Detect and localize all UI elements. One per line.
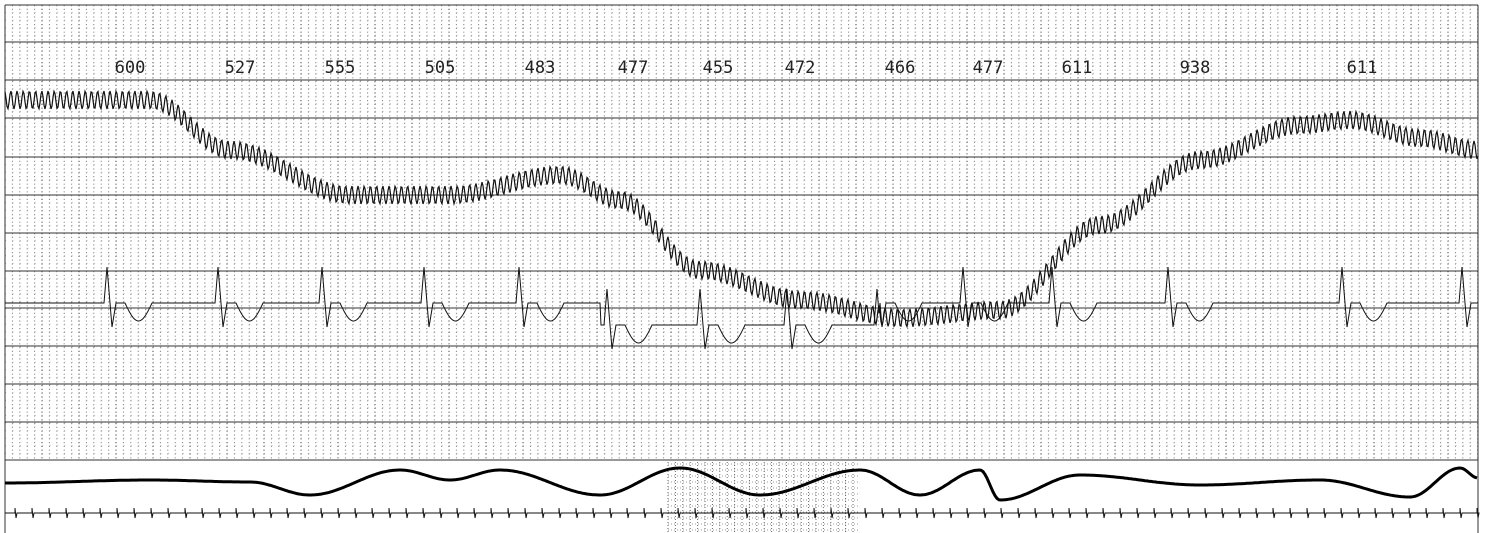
waveforms: [4, 89, 1480, 519]
rr-label: 555: [325, 58, 356, 78]
rr-label: 938: [1180, 58, 1211, 78]
grid: [4, 4, 1479, 533]
rr-label: 600: [115, 58, 146, 78]
rr-label: 483: [525, 58, 556, 78]
rr-label: 477: [973, 58, 1004, 78]
trend-wave: [4, 89, 1479, 329]
rr-label: 505: [425, 58, 456, 78]
event-line: [5, 507, 1480, 519]
rr-label: 472: [785, 58, 816, 78]
rr-label: 466: [885, 58, 916, 78]
resp-wave: [5, 466, 1478, 502]
rr-label: 477: [618, 58, 649, 78]
rr-label: 455: [703, 58, 734, 78]
ecg-trace: [5, 266, 1478, 350]
rr-label: 611: [1347, 58, 1378, 78]
rr-label: 611: [1062, 58, 1093, 78]
rr-label: 527: [225, 58, 256, 78]
rr-labels: 600 527 555 505 483 477 455 472 466 477 611 938 611: [115, 58, 1378, 78]
